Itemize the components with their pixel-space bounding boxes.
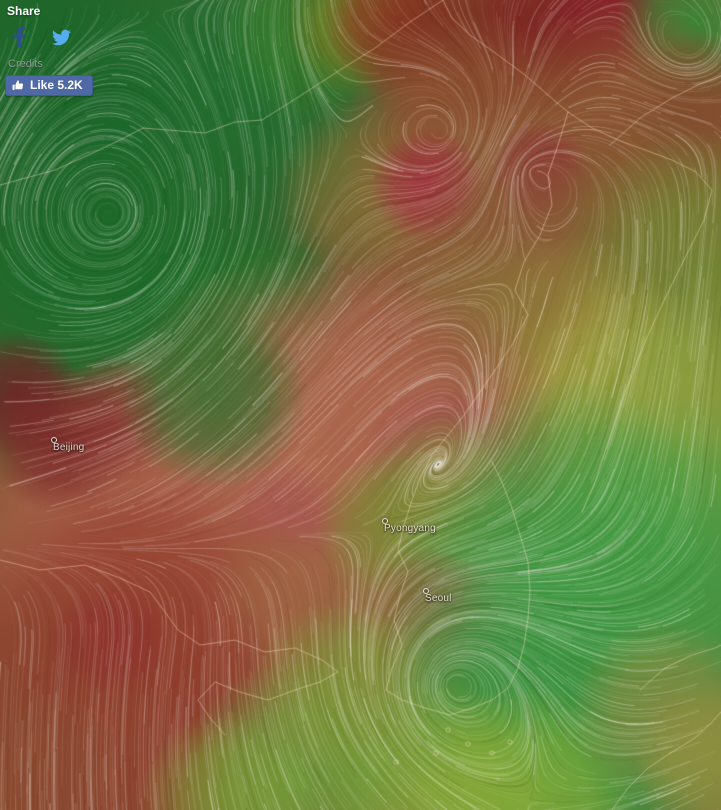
city-marker-seoul[interactable]: Seoul: [423, 588, 451, 604]
credits-link[interactable]: Credits: [8, 58, 43, 70]
facebook-icon: [13, 26, 26, 52]
city-label: Beijing: [53, 442, 85, 453]
city-dot: [382, 518, 388, 524]
share-icons-row: [13, 26, 93, 48]
facebook-share-button[interactable]: [13, 26, 26, 48]
facebook-like-button[interactable]: Like 5.2K: [5, 75, 93, 96]
social-overlay: Share Credits Like 5.2K: [5, 4, 93, 97]
city-dot: [51, 437, 57, 443]
twitter-icon: [50, 29, 73, 51]
twitter-share-button[interactable]: [50, 28, 73, 47]
thumbs-up-icon: [12, 79, 25, 92]
city-dot: [423, 588, 429, 594]
city-marker-pyongyang[interactable]: Pyongyang: [382, 518, 436, 534]
city-marker-beijing[interactable]: Beijing: [51, 437, 84, 453]
share-heading: Share: [7, 4, 41, 18]
like-button-label: Like 5.2K: [30, 78, 83, 92]
city-label: Seoul: [425, 593, 452, 604]
city-label: Pyongyang: [384, 523, 436, 534]
